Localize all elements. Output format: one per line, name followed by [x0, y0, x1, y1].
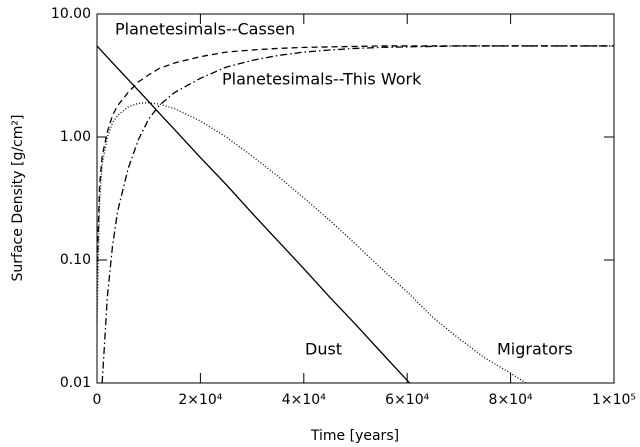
plot-frame — [96, 13, 615, 384]
series-label: Dust — [305, 340, 342, 359]
x-tick-label: 2×10⁴ — [178, 392, 222, 408]
y-tick-label: 1.00 — [60, 129, 91, 145]
x-tick-label: 4×10⁴ — [282, 392, 326, 408]
series-line — [101, 45, 614, 383]
y-tick-label: 10.00 — [51, 6, 91, 22]
series-line — [97, 102, 527, 383]
series-line — [97, 45, 411, 383]
x-tick-label: 0 — [93, 392, 102, 408]
plot-area — [97, 45, 614, 383]
y-tick-label: 0.10 — [60, 252, 91, 268]
y-axis-label: Surface Density [g/cm²] — [10, 115, 26, 282]
series-label: Planetesimals--Cassen — [115, 20, 295, 39]
x-axis-label: Time [years] — [310, 428, 399, 444]
series-label: Migrators — [497, 340, 573, 359]
x-tick-label: 8×10⁴ — [489, 392, 533, 408]
x-tick-label: 1×10⁵ — [592, 392, 636, 408]
x-tick-label: 6×10⁴ — [385, 392, 429, 408]
series-label: Planetesimals--This Work — [222, 70, 422, 89]
y-tick-label: 0.01 — [60, 375, 91, 391]
